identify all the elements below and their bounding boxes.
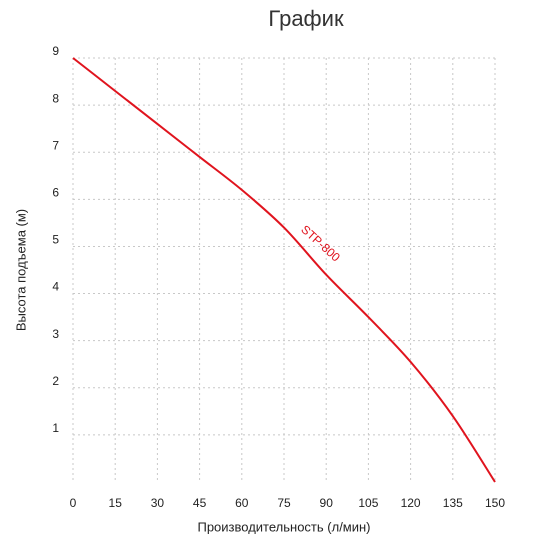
x-tick-label: 150 xyxy=(485,496,505,510)
x-tick-label: 60 xyxy=(235,496,249,510)
x-tick-label: 30 xyxy=(151,496,165,510)
x-tick-label: 105 xyxy=(358,496,378,510)
y-tick-label: 2 xyxy=(52,374,59,388)
x-tick-label: 45 xyxy=(193,496,207,510)
y-tick-label: 8 xyxy=(52,91,59,105)
y-axis-label: Высота подъема (м) xyxy=(13,209,28,331)
x-tick-label: 0 xyxy=(70,496,77,510)
y-tick-label: 4 xyxy=(52,280,59,294)
x-tick-label: 75 xyxy=(277,496,291,510)
x-tick-label: 135 xyxy=(443,496,463,510)
x-axis-label: Производительность (л/мин) xyxy=(197,519,370,534)
x-tick-label: 15 xyxy=(109,496,123,510)
series-line xyxy=(72,57,496,483)
y-tick-label: 5 xyxy=(52,233,59,247)
y-tick-label: 9 xyxy=(52,44,59,58)
x-tick-label: 120 xyxy=(401,496,421,510)
chart-title: График xyxy=(268,6,344,31)
series-label: STP-800 xyxy=(298,222,343,264)
y-tick-label: 1 xyxy=(52,421,59,435)
y-tick-label: 6 xyxy=(52,186,59,200)
x-tick-label: 90 xyxy=(320,496,334,510)
y-tick-label: 7 xyxy=(52,138,59,152)
y-tick-label: 3 xyxy=(52,327,59,341)
